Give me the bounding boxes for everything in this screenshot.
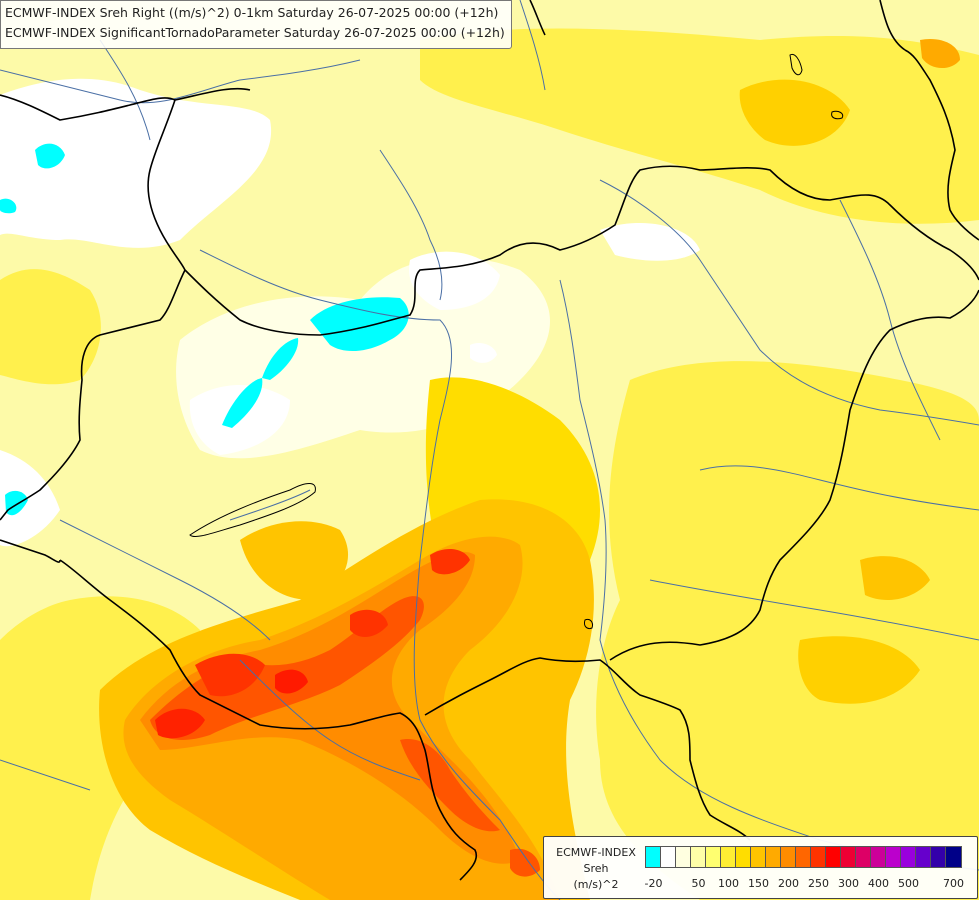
legend-tick-label: 300: [838, 877, 859, 890]
legend-swatch: [706, 847, 721, 867]
legend-tick-label: 100: [718, 877, 739, 890]
legend-tick-label: 150: [748, 877, 769, 890]
legend-swatches: [645, 846, 962, 868]
legend-tick-label: 250: [808, 877, 829, 890]
legend-parameter: Sreh: [583, 862, 609, 875]
title-box: ECMWF-INDEX Sreh Right ((m/s)^2) 0-1km S…: [0, 0, 512, 49]
lake-outlines: [189, 53, 844, 629]
legend-swatch: [661, 847, 676, 867]
legend-tick-label: 200: [778, 877, 799, 890]
legend-tick-label: 700: [943, 877, 964, 890]
legend-swatch: [736, 847, 751, 867]
legend-swatch: [691, 847, 706, 867]
legend-model: ECMWF-INDEX: [556, 846, 636, 859]
legend-swatch: [751, 847, 766, 867]
country-borders: [0, 0, 979, 881]
legend-swatch: [676, 847, 691, 867]
legend-tick-label: -20: [644, 877, 663, 890]
legend-swatch: [856, 847, 871, 867]
legend-swatch: [646, 847, 661, 867]
legend-swatch: [946, 847, 961, 867]
title-stp: ECMWF-INDEX SignificantTornadoParameter …: [5, 25, 505, 40]
color-legend: ECMWF-INDEX Sreh (m/s)^2 -20 50 100 150 200 2…: [543, 836, 978, 899]
title-sreh: ECMWF-INDEX Sreh Right ((m/s)^2) 0-1km S…: [5, 5, 499, 20]
legend-swatch: [766, 847, 781, 867]
legend-swatch: [886, 847, 901, 867]
legend-swatch: [841, 847, 856, 867]
legend-swatch: [796, 847, 811, 867]
legend-swatch: [871, 847, 886, 867]
legend-swatch: [931, 847, 946, 867]
legend-swatch: [781, 847, 796, 867]
negative-helicity-areas: [5, 143, 409, 516]
legend-swatch: [916, 847, 931, 867]
legend-tick-label: 500: [898, 877, 919, 890]
legend-tick-label: 400: [868, 877, 889, 890]
legend-swatch: [826, 847, 841, 867]
legend-swatch: [901, 847, 916, 867]
high-helicity-areas: [99, 499, 594, 900]
legend-swatch: [721, 847, 736, 867]
legend-unit: (m/s)^2: [573, 878, 619, 891]
legend-tick-label: 50: [691, 877, 706, 890]
legend-swatch: [811, 847, 826, 867]
